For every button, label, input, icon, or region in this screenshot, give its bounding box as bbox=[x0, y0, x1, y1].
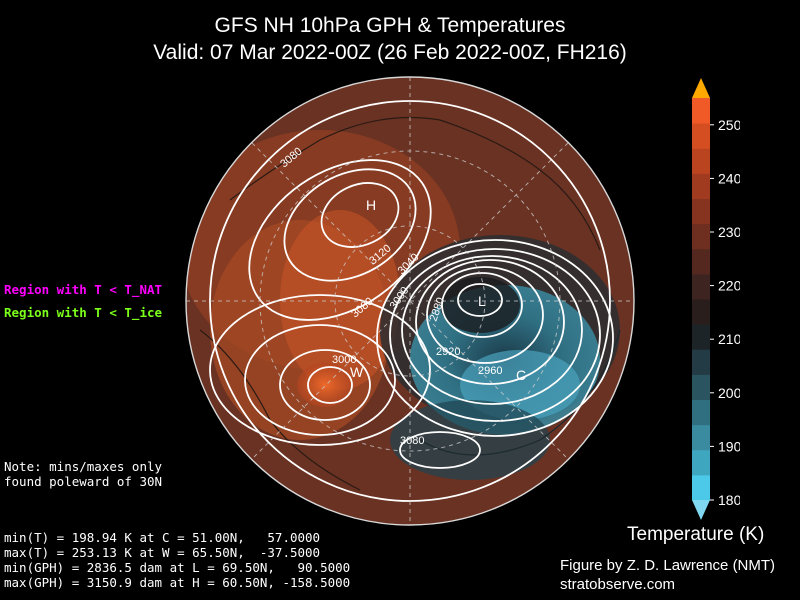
colorbar-segment bbox=[692, 273, 710, 300]
low-marker: L bbox=[478, 293, 486, 309]
warm-marker: W bbox=[350, 364, 364, 380]
colorbar-tick-label: 210 bbox=[718, 331, 740, 347]
colorbar-tick-label: 240 bbox=[718, 170, 740, 186]
cold-marker: C bbox=[516, 367, 526, 383]
graticule bbox=[186, 77, 634, 525]
colorbar-segment bbox=[692, 173, 710, 199]
colorbar-segment bbox=[692, 299, 710, 325]
stats-block: min(T) = 198.94 K at C = 51.00N, 57.0000… bbox=[4, 530, 350, 590]
chart-title: GFS NH 10hPa GPH & Temperatures bbox=[214, 14, 566, 37]
colorbar-segment bbox=[692, 123, 710, 149]
colorbar-under-arrow bbox=[692, 500, 710, 520]
contour-label: 3080 bbox=[400, 435, 424, 447]
stat-min-gph: min(GPH) = 2836.5 dam at L = 69.50N, 90.… bbox=[4, 560, 351, 575]
colorbar-tick-label: 250 bbox=[718, 117, 740, 133]
colorbar-tick-label: 190 bbox=[718, 438, 740, 454]
colorbar-segment bbox=[692, 198, 710, 225]
legend-nat: Region with T < T_NAT bbox=[4, 282, 163, 297]
contour-label: 2960 bbox=[478, 365, 502, 377]
colorbar-segment bbox=[692, 98, 710, 124]
colorbar-over-arrow bbox=[692, 78, 710, 98]
contour-label: 2920 bbox=[436, 346, 460, 358]
colorbar-segment bbox=[692, 424, 710, 451]
note-line: Note: mins/maxes only bbox=[4, 459, 163, 474]
colorbar-segment bbox=[692, 223, 710, 250]
gph-contours bbox=[209, 100, 614, 502]
high-marker: H bbox=[366, 197, 376, 213]
note-line: found poleward of 30N bbox=[4, 474, 163, 489]
stat-max-t: max(T) = 253.13 K at W = 65.50N, -37.500… bbox=[4, 545, 321, 560]
chart-subtitle: Valid: 07 Mar 2022-00Z (26 Feb 2022-00Z,… bbox=[153, 41, 627, 64]
stat-max-gph: max(GPH) = 3150.9 dam at H = 60.50N, -15… bbox=[4, 575, 351, 590]
colorbar-segment bbox=[692, 324, 710, 350]
colorbar-segment bbox=[692, 474, 710, 501]
colorbar-tick-label: 200 bbox=[718, 385, 740, 401]
colorbar: 180 190 200 210 220 230 240 250 bbox=[692, 78, 740, 520]
credit-author: Figure by Z. D. Lawrence (NMT) bbox=[560, 557, 776, 574]
contour-label: 3000 bbox=[332, 354, 356, 366]
colorbar-segment bbox=[692, 399, 710, 426]
colorbar-segment bbox=[692, 349, 710, 375]
warm-spot bbox=[297, 363, 353, 407]
colorbar-segment bbox=[692, 148, 710, 174]
legend-ice: Region with T < T_ice bbox=[4, 305, 163, 320]
colorbar-segment bbox=[692, 449, 710, 476]
credit-site: stratobserve.com bbox=[560, 576, 676, 593]
colorbar-tick-label: 220 bbox=[718, 278, 740, 294]
colorbar-segment bbox=[692, 374, 710, 400]
stat-min-t: min(T) = 198.94 K at C = 51.00N, 57.0000 bbox=[4, 530, 321, 545]
colorbar-tick-label: 180 bbox=[718, 492, 740, 508]
note: Note: mins/maxes only found poleward of 3… bbox=[4, 459, 162, 489]
colorbar-segment bbox=[692, 248, 710, 275]
colorbar-label: Temperature (K) bbox=[627, 524, 765, 545]
colorbar-tick-label: 230 bbox=[718, 224, 740, 240]
